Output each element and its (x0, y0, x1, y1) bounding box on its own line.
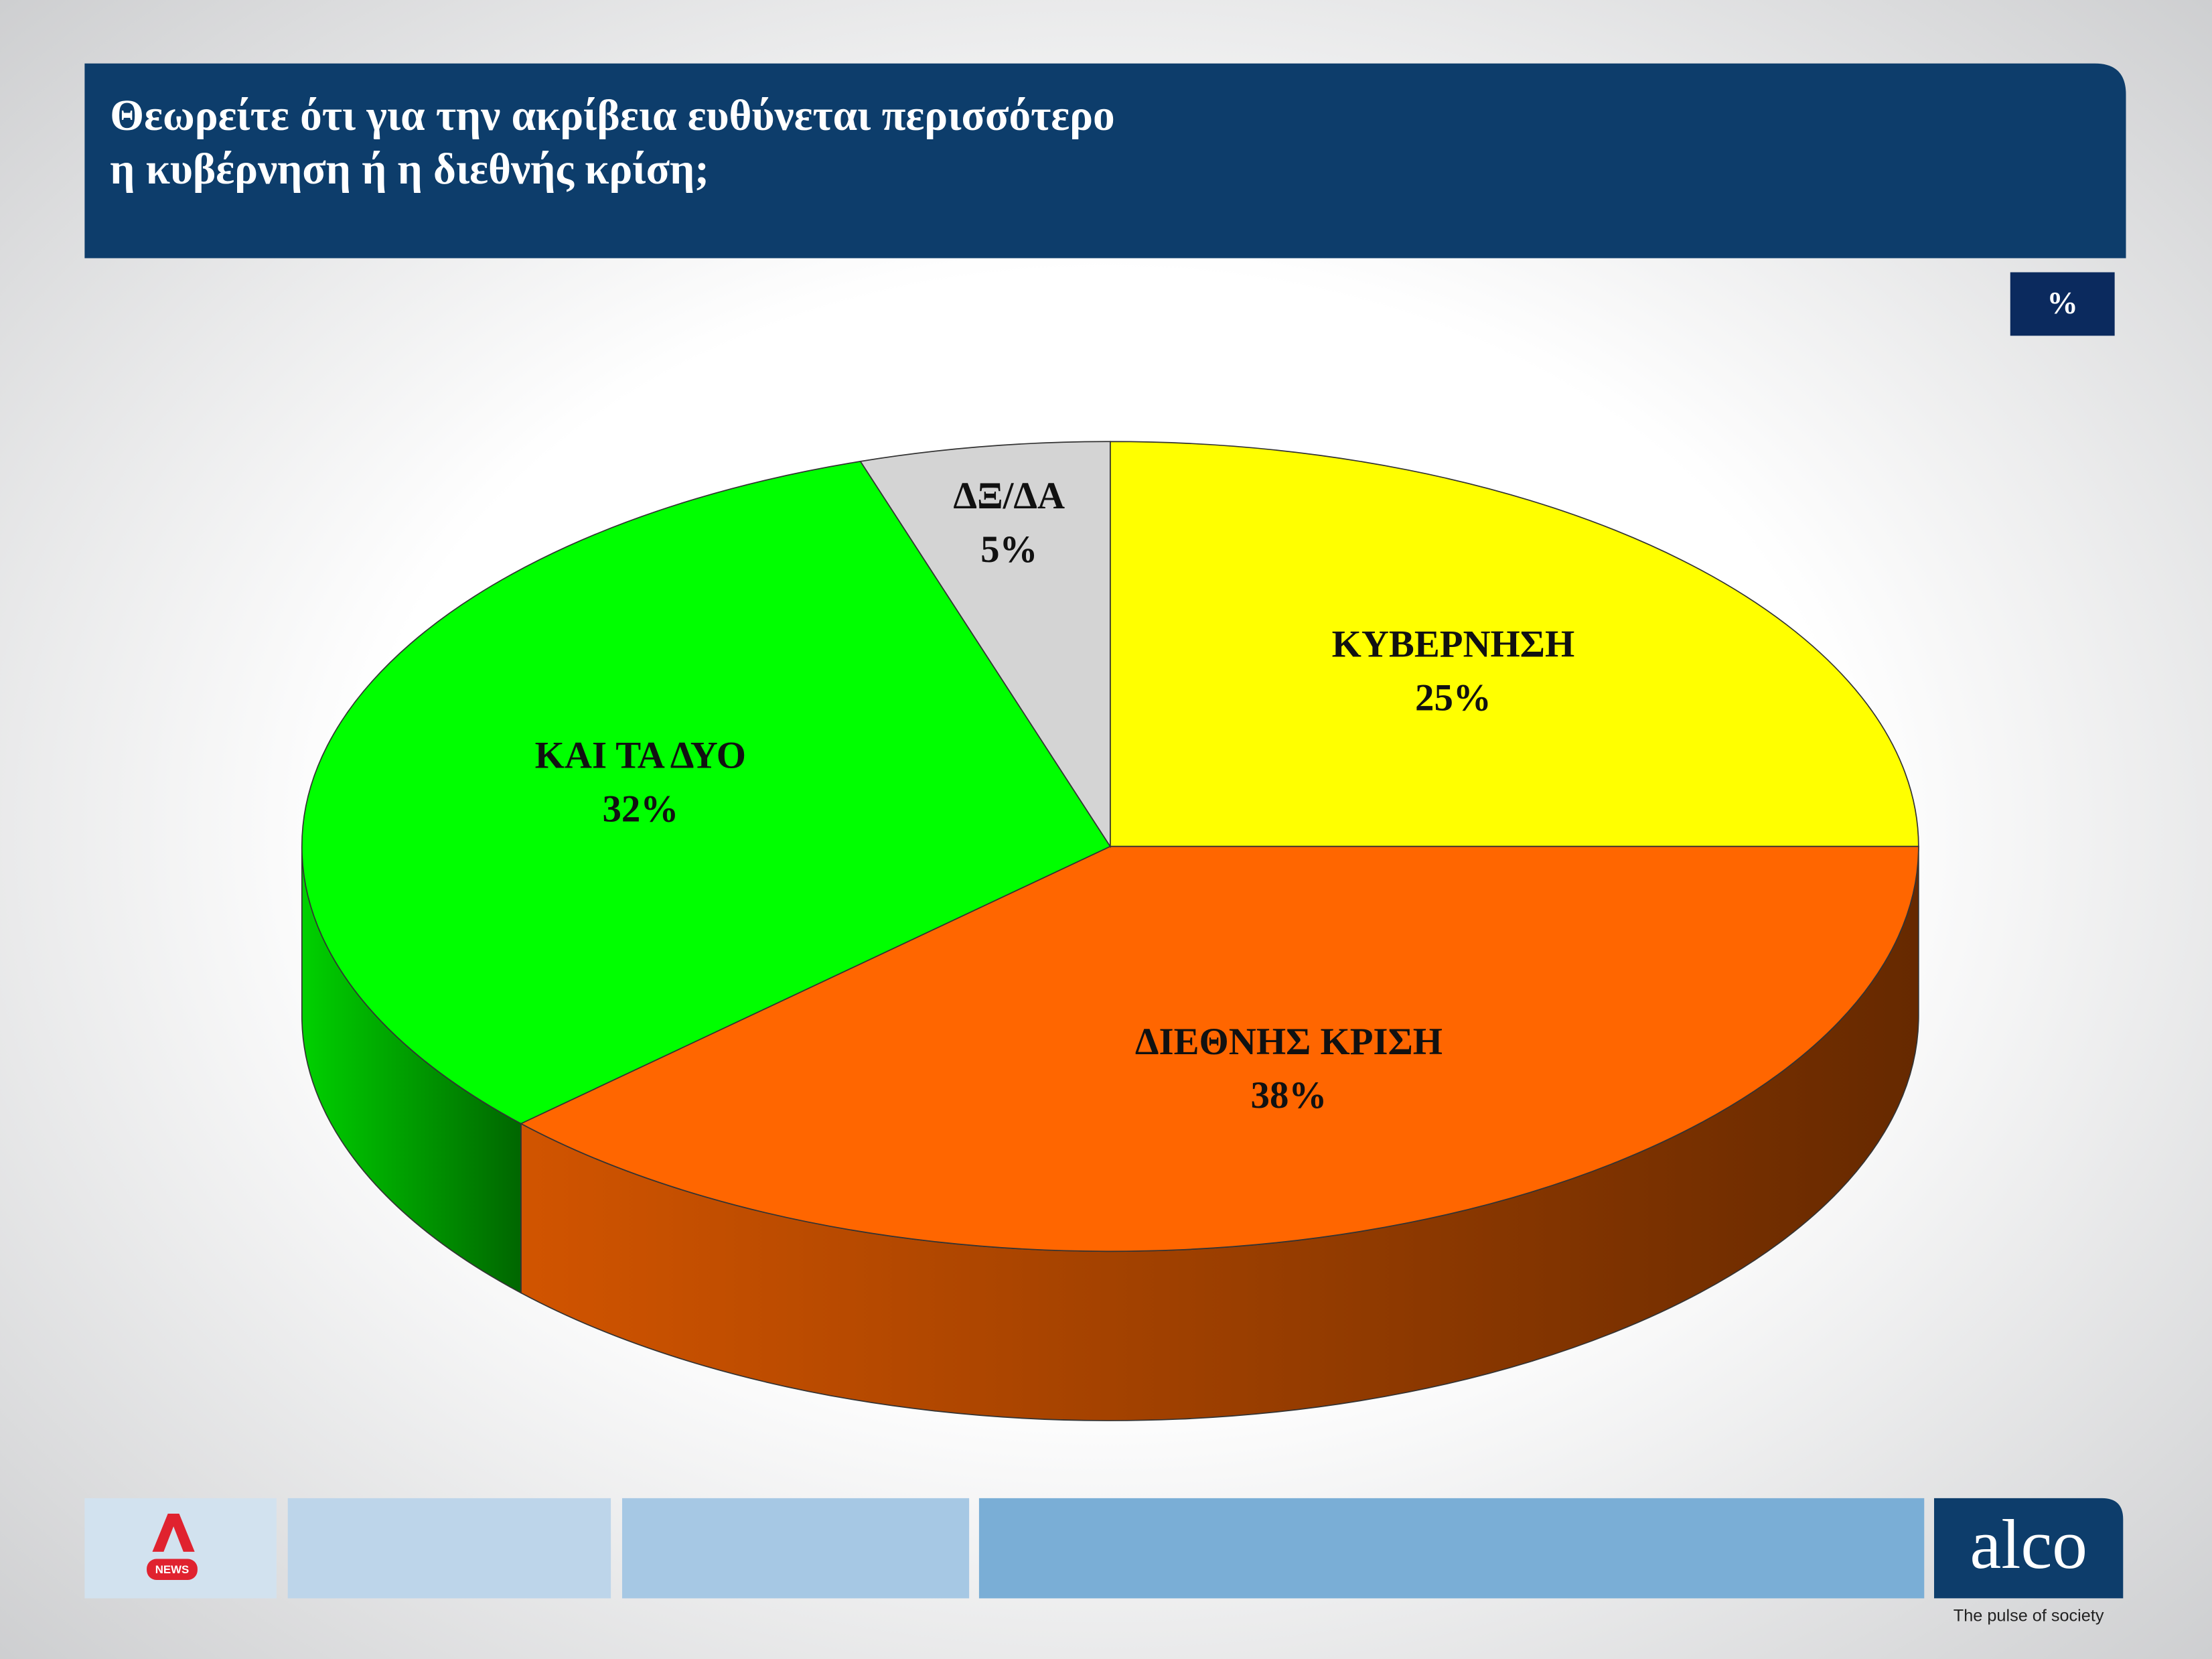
pie-slice (1109, 441, 1919, 847)
footer-block (287, 1498, 611, 1599)
title-line: Θεωρείτε ότι για την ακρίβεια ευθύνεται … (110, 92, 1114, 140)
unit-label: % (2047, 287, 2078, 321)
news-logo-mark (152, 1514, 195, 1552)
pie-slice (520, 845, 1919, 1252)
footer-block (621, 1498, 970, 1599)
chart-title: Θεωρείτε ότι για την ακρίβεια ευθύνεται … (110, 92, 1114, 194)
unit-box (2010, 272, 2115, 336)
brand-tagline: The pulse of society (1953, 1606, 2104, 1625)
pie-chart: ΚΥΒΕΡΝΗΣΗ 25% ΔΙΕΘΝΗΣ ΚΡΙΣΗ 38% ΚΑΙ ΤΑ ΔΥΟ 32… (301, 441, 1919, 1421)
news-logo-text: NEWS (155, 1563, 190, 1576)
slice-value-label: 5% (980, 528, 1037, 571)
slice-value-label: 38% (1251, 1074, 1327, 1116)
slice-label: ΔΙΕΘΝΗΣ ΚΡΙΣΗ (1135, 1021, 1443, 1063)
slice-label: ΚΑΙ ΤΑ ΔΥΟ (535, 735, 746, 777)
news-logo-pill (147, 1559, 198, 1581)
slice-value-label: 25% (1415, 676, 1491, 719)
brand-name: alco (1970, 1505, 2087, 1583)
title-line: η κυβέρνηση ή η διεθνής κρίση; (110, 145, 709, 194)
brand-box (1934, 1498, 2124, 1599)
footer-block (84, 1498, 277, 1599)
slice-label: ΚΥΒΕΡΝΗΣΗ (1332, 623, 1575, 665)
slice-value-label: 32% (602, 788, 678, 831)
slice-label: ΔΞ/ΔΑ (953, 475, 1065, 517)
header-bar (84, 63, 2126, 259)
pie-slice (301, 460, 1112, 1125)
footer-block (978, 1498, 1925, 1599)
pie-slice (859, 441, 1111, 849)
